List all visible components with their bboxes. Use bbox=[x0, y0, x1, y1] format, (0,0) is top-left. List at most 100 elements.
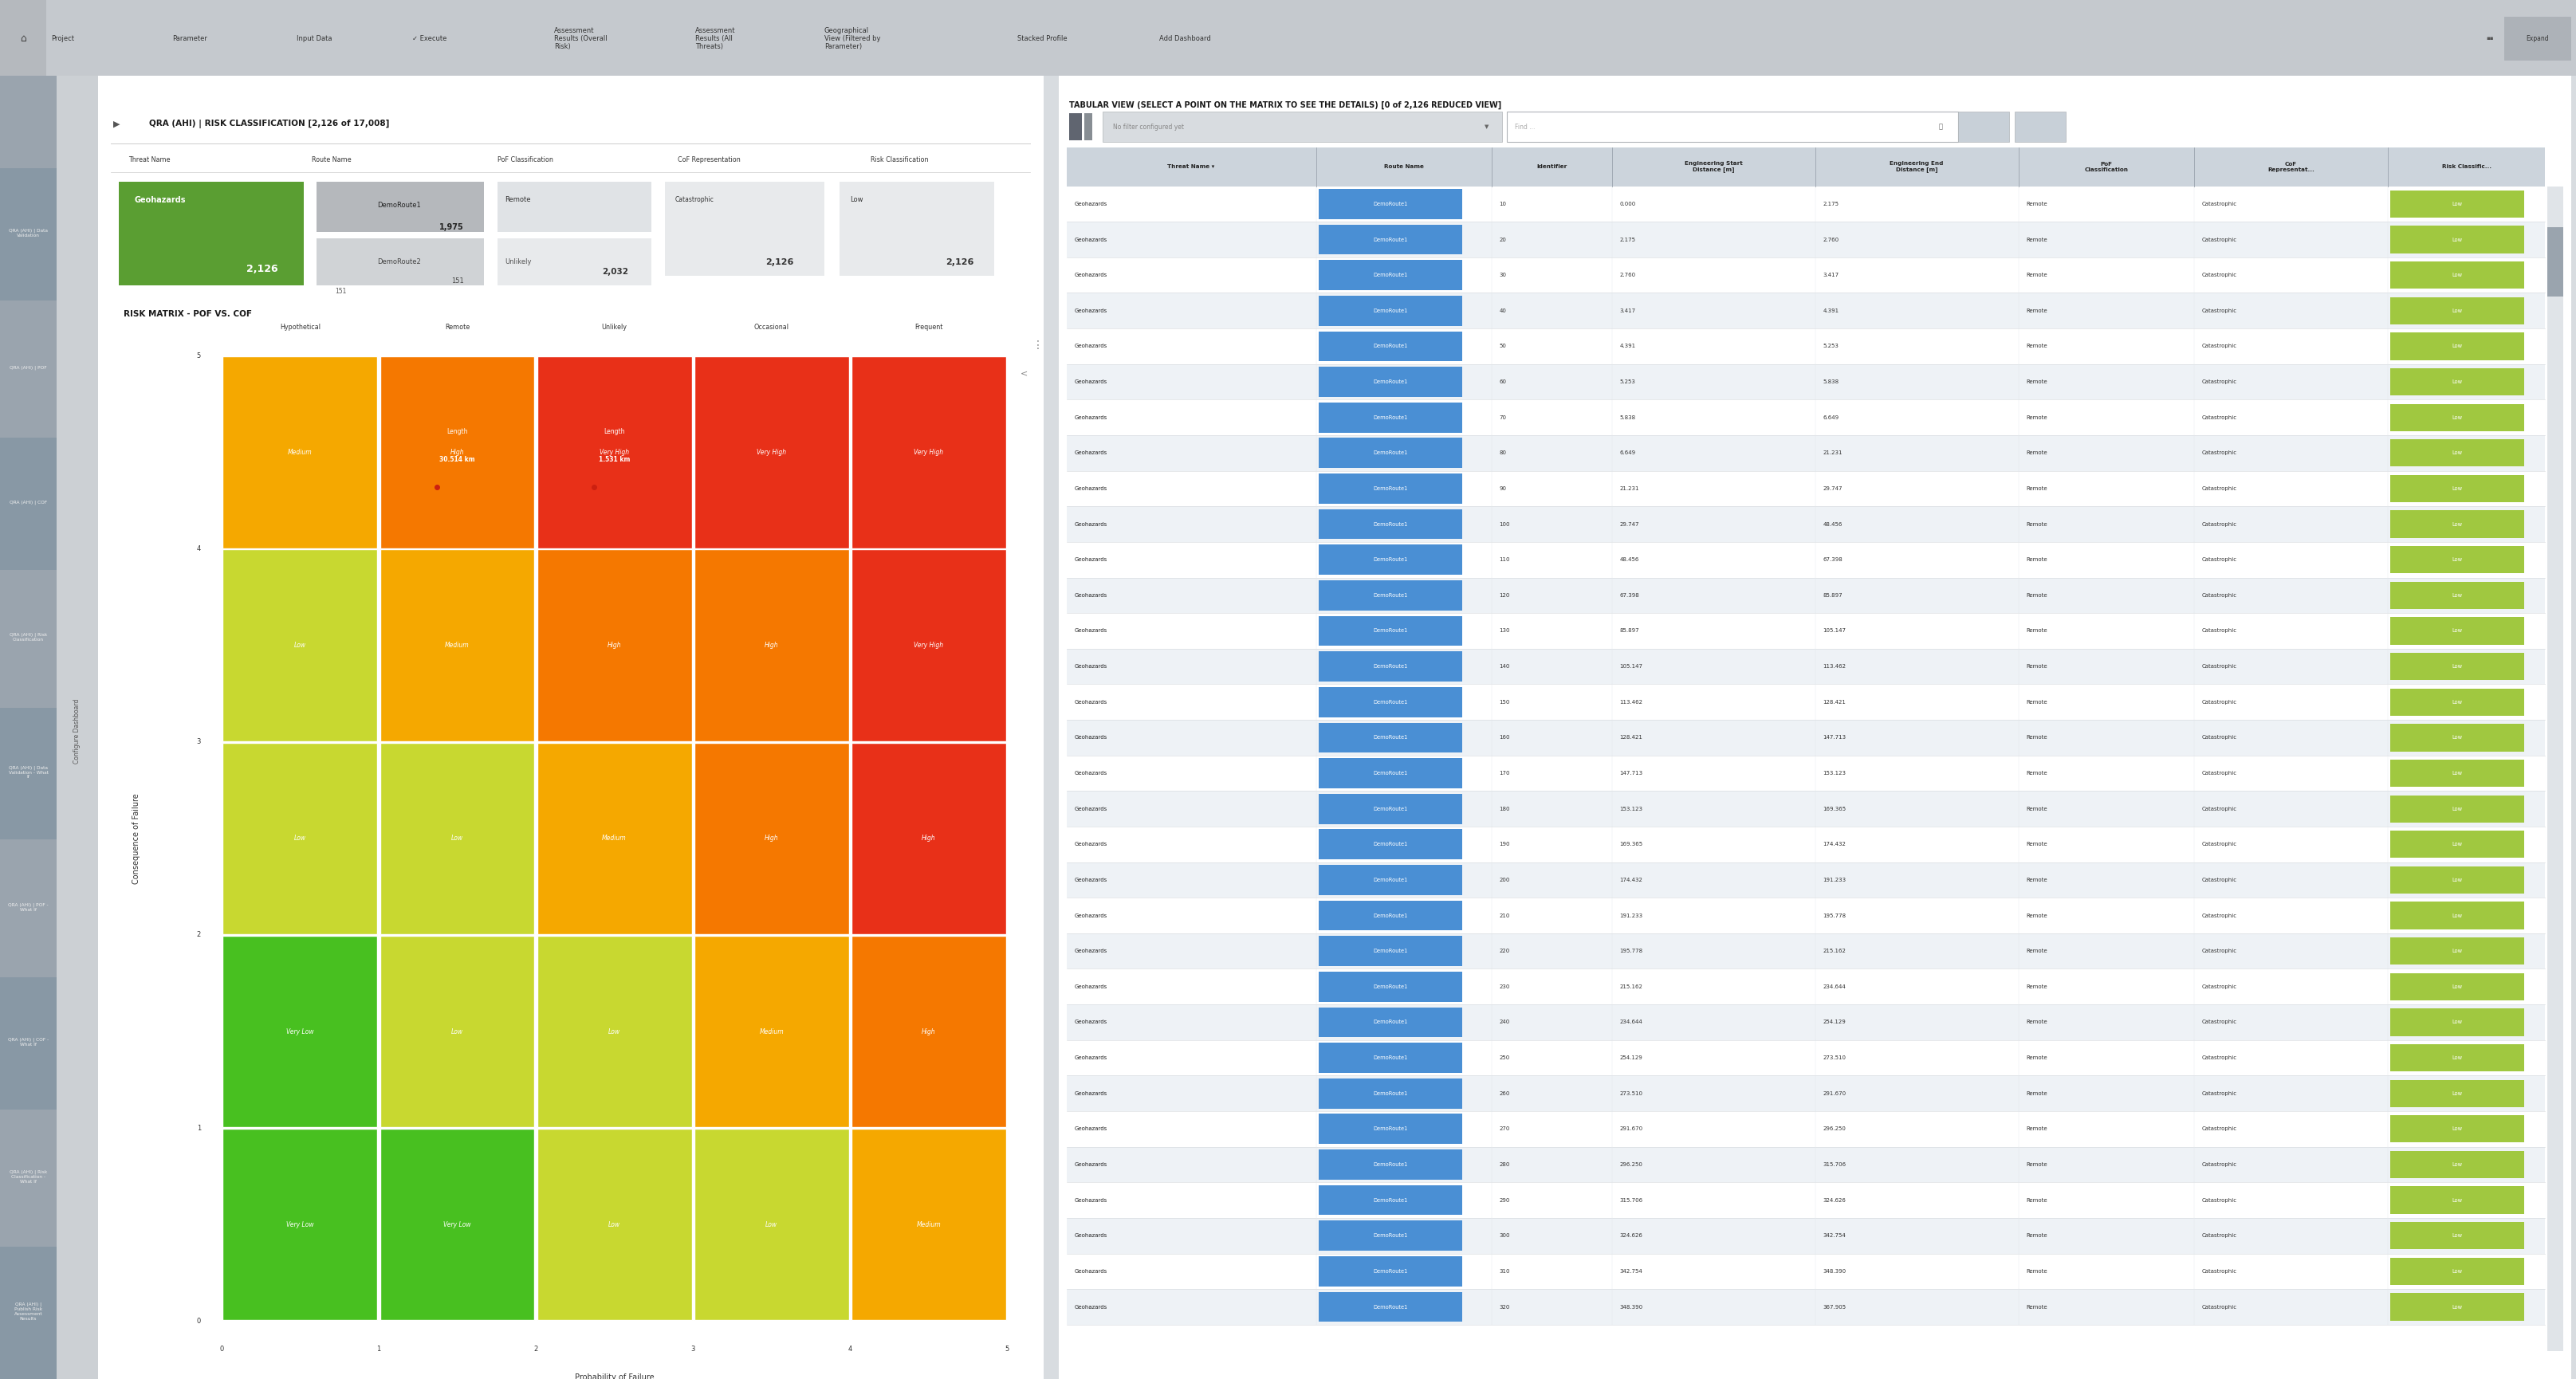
Text: 240: 240 bbox=[1499, 1020, 1510, 1025]
Text: Medium: Medium bbox=[446, 641, 469, 650]
Text: DemoRoute1: DemoRoute1 bbox=[1373, 629, 1409, 633]
Text: Geohazards: Geohazards bbox=[1074, 735, 1108, 741]
Text: Remote: Remote bbox=[2027, 1055, 2048, 1060]
Text: DemoRoute1: DemoRoute1 bbox=[1373, 309, 1409, 313]
Text: Low: Low bbox=[2452, 665, 2463, 669]
Bar bbox=[1319, 1256, 1463, 1287]
Bar bbox=[1319, 758, 1463, 789]
Text: Low: Low bbox=[850, 196, 863, 204]
Text: DemoRoute1: DemoRoute1 bbox=[1373, 1055, 1409, 1060]
Text: 6.649: 6.649 bbox=[1620, 451, 1636, 455]
Bar bbox=[1319, 403, 1463, 433]
Bar bbox=[2548, 186, 2563, 1351]
Text: Hypothetical: Hypothetical bbox=[281, 324, 319, 331]
Text: Low: Low bbox=[294, 834, 307, 843]
Bar bbox=[1319, 189, 1463, 219]
Text: 270: 270 bbox=[1499, 1127, 1510, 1131]
Text: Risk Classific...: Risk Classific... bbox=[2442, 164, 2491, 170]
Text: DemoRoute1: DemoRoute1 bbox=[1373, 273, 1409, 277]
Text: 67.398: 67.398 bbox=[1824, 557, 1842, 563]
Bar bbox=[2391, 368, 2524, 396]
Text: 296.250: 296.250 bbox=[1620, 1162, 1643, 1167]
Bar bbox=[1319, 936, 1463, 967]
Text: 153.123: 153.123 bbox=[1824, 771, 1847, 775]
Bar bbox=[222, 550, 379, 742]
Text: Remote: Remote bbox=[2027, 1127, 2048, 1131]
Bar bbox=[696, 550, 848, 742]
Bar bbox=[696, 935, 848, 1128]
Text: Very Low: Very Low bbox=[286, 1220, 314, 1229]
Text: Low: Low bbox=[2452, 593, 2463, 597]
Bar bbox=[2391, 1294, 2524, 1321]
Bar bbox=[2391, 760, 2524, 787]
Text: Remote: Remote bbox=[2027, 273, 2048, 277]
Text: 29.747: 29.747 bbox=[1824, 487, 1842, 491]
Bar bbox=[1319, 367, 1463, 397]
Text: 191.233: 191.233 bbox=[1620, 913, 1643, 918]
Text: 21.231: 21.231 bbox=[1620, 487, 1638, 491]
Text: Low: Low bbox=[2452, 1020, 2463, 1025]
Text: Catastrophic: Catastrophic bbox=[2202, 699, 2236, 705]
Bar bbox=[1066, 364, 2545, 400]
Text: Geohazards: Geohazards bbox=[1074, 1269, 1108, 1274]
Text: 6.649: 6.649 bbox=[1824, 415, 1839, 419]
Text: 2: 2 bbox=[196, 931, 201, 939]
Text: Catastrophic: Catastrophic bbox=[2202, 913, 2236, 918]
Bar bbox=[1319, 439, 1463, 467]
Text: 191.233: 191.233 bbox=[1824, 877, 1847, 883]
Text: 🔍: 🔍 bbox=[1937, 123, 1942, 131]
Bar bbox=[1319, 1043, 1463, 1073]
Text: Remote: Remote bbox=[2027, 735, 2048, 741]
Text: 130: 130 bbox=[1499, 629, 1510, 633]
Text: 174.432: 174.432 bbox=[1824, 843, 1847, 847]
Bar bbox=[1066, 1111, 2545, 1147]
Text: Catastrophic: Catastrophic bbox=[2202, 237, 2236, 241]
Text: Catastrophic: Catastrophic bbox=[2202, 379, 2236, 385]
Text: Geohazards: Geohazards bbox=[1074, 557, 1108, 563]
Bar bbox=[1319, 261, 1463, 290]
Text: Engineering Start
Distance [m]: Engineering Start Distance [m] bbox=[1685, 161, 1741, 172]
Text: Low: Low bbox=[2452, 1162, 2463, 1167]
Bar bbox=[2391, 830, 2524, 858]
Text: Catastrophic: Catastrophic bbox=[2202, 557, 2236, 563]
Text: DemoRoute1: DemoRoute1 bbox=[1373, 1233, 1409, 1238]
Bar bbox=[1066, 720, 2545, 756]
Bar bbox=[2391, 866, 2524, 894]
Text: Low: Low bbox=[2452, 949, 2463, 953]
Text: Low: Low bbox=[2452, 985, 2463, 989]
Text: Remote: Remote bbox=[2027, 593, 2048, 597]
Text: Catastrophic: Catastrophic bbox=[2202, 1305, 2236, 1309]
Text: Geohazards: Geohazards bbox=[1074, 1020, 1108, 1025]
Text: 195.778: 195.778 bbox=[1824, 913, 1847, 918]
Text: 85.897: 85.897 bbox=[1620, 629, 1638, 633]
Text: 151: 151 bbox=[335, 287, 345, 295]
Text: 5: 5 bbox=[1005, 1346, 1010, 1353]
Text: Remote: Remote bbox=[2027, 843, 2048, 847]
Text: DemoRoute1: DemoRoute1 bbox=[1373, 521, 1409, 527]
Bar bbox=[1066, 186, 2545, 222]
Text: Low: Low bbox=[2452, 237, 2463, 241]
Text: 320: 320 bbox=[1499, 1305, 1510, 1309]
Text: QRA (AHI) | POF -
What If: QRA (AHI) | POF - What If bbox=[8, 903, 49, 912]
Text: 150: 150 bbox=[1499, 699, 1510, 705]
Bar bbox=[1319, 1150, 1463, 1179]
Text: 1: 1 bbox=[196, 1124, 201, 1132]
Text: Remote: Remote bbox=[2027, 913, 2048, 918]
Text: 105.147: 105.147 bbox=[1824, 629, 1847, 633]
Bar bbox=[2391, 724, 2524, 752]
Text: Low: Low bbox=[2452, 1091, 2463, 1096]
Text: 2.175: 2.175 bbox=[1620, 237, 1636, 241]
Bar bbox=[2391, 652, 2524, 680]
Text: Remote: Remote bbox=[2027, 451, 2048, 455]
Text: Low: Low bbox=[2452, 629, 2463, 633]
Text: ✓ Execute: ✓ Execute bbox=[412, 34, 446, 43]
Text: 290: 290 bbox=[1499, 1198, 1510, 1202]
Bar bbox=[1319, 295, 1463, 325]
Text: DemoRoute1: DemoRoute1 bbox=[1373, 949, 1409, 953]
Text: Catastrophic: Catastrophic bbox=[2202, 521, 2236, 527]
Bar bbox=[2391, 902, 2524, 929]
Text: Low: Low bbox=[2452, 1233, 2463, 1238]
Bar bbox=[2391, 296, 2524, 324]
Text: Geohazards: Geohazards bbox=[1074, 521, 1108, 527]
Text: Remote: Remote bbox=[2027, 1198, 2048, 1202]
